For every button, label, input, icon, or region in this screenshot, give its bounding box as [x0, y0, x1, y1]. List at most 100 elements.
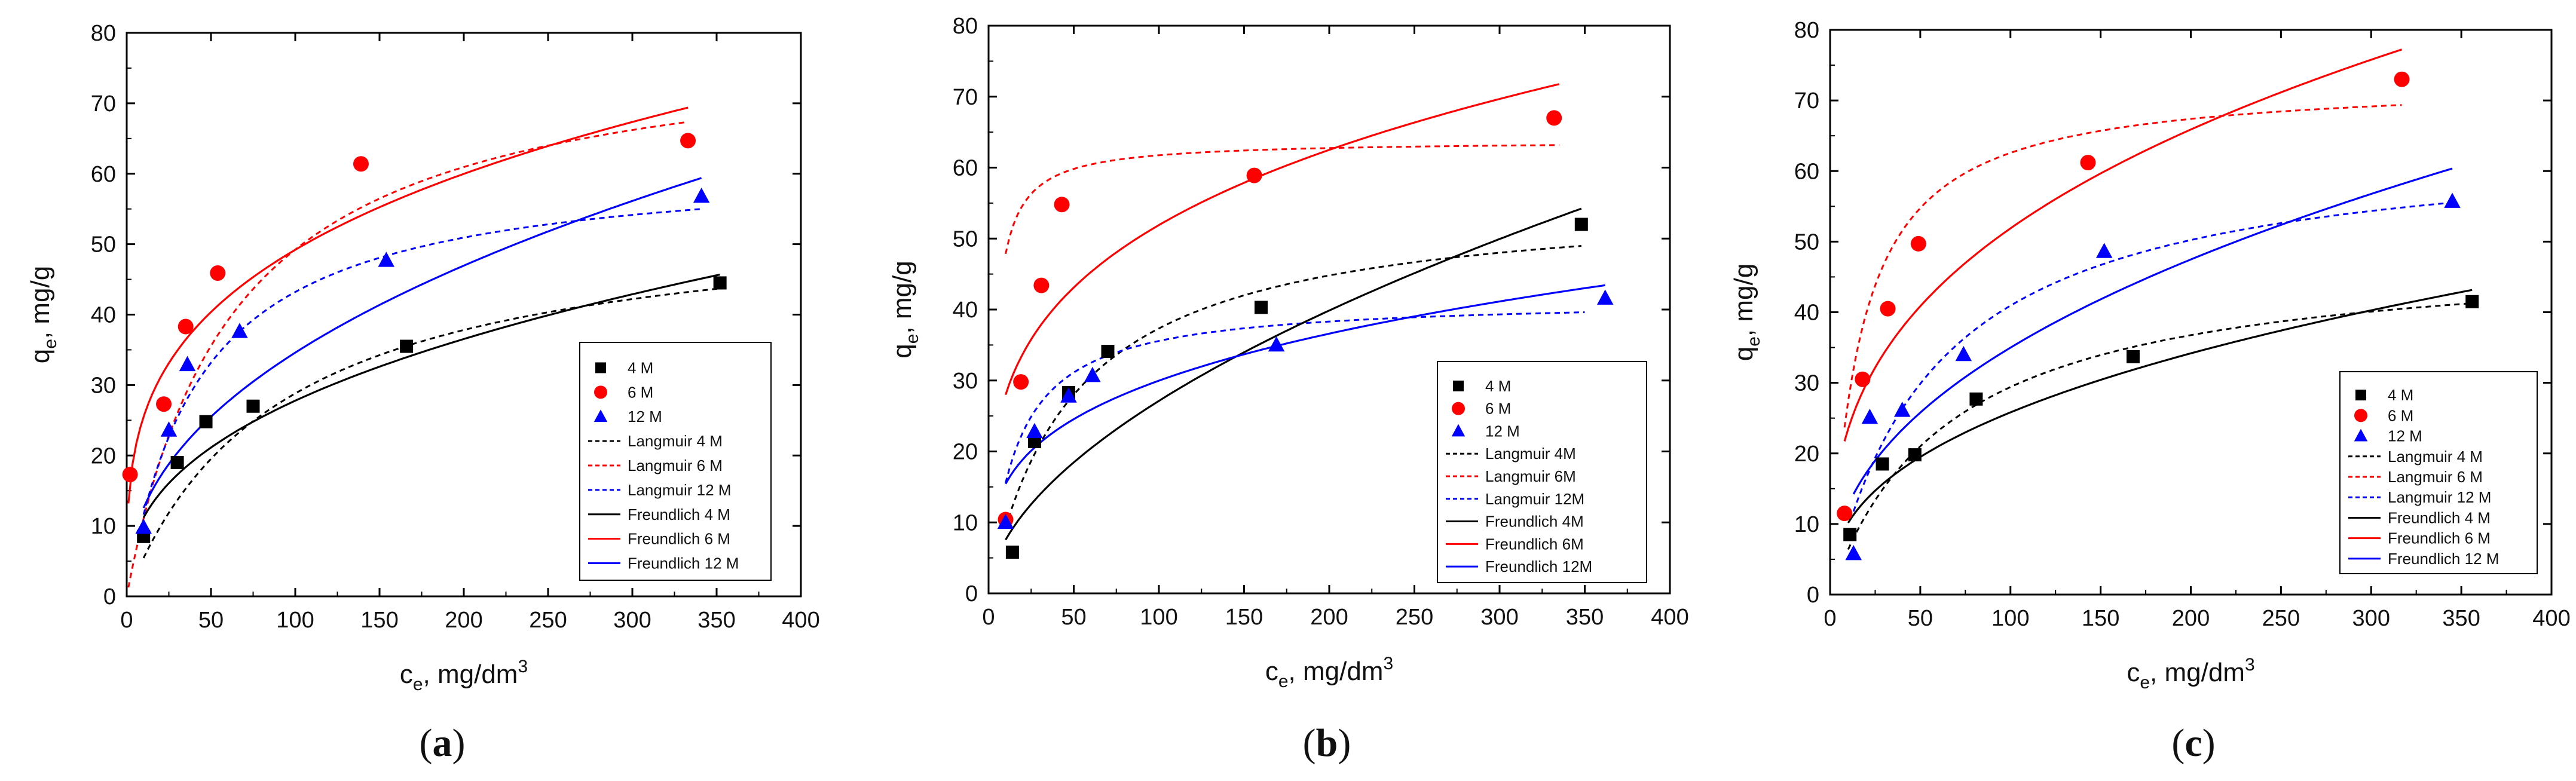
y-tick-label: 40: [1794, 301, 1819, 326]
x-tick-label: 350: [697, 608, 735, 633]
panel-letter: c: [2185, 721, 2202, 765]
data-point-4-m: [1969, 392, 1983, 406]
panel-letter: b: [1316, 721, 1338, 765]
x-tick-label: 400: [782, 608, 819, 633]
x-tick-label: 400: [1651, 605, 1688, 630]
legend-marker: [2354, 428, 2368, 442]
data-point-12-m: [179, 356, 196, 372]
data-point-6-m: [1546, 110, 1562, 126]
data-point-12-m: [135, 518, 152, 534]
legend-label: Langmuir 12 M: [2388, 488, 2491, 506]
chart-panel-a: 0 50 100 150 200 250 300 350 400 0 10 20 30 40 50 60 70 8…: [26, 21, 820, 765]
fit-curve-freundlich-6-m: [127, 106, 689, 504]
y-tick-label: 10: [953, 510, 978, 535]
legend-label: 12 M: [628, 408, 662, 425]
y-tick-label: 50: [1794, 229, 1819, 255]
data-point-12-m: [1268, 336, 1285, 352]
panel-label: (a): [420, 721, 466, 765]
legend-marker: [1453, 380, 1464, 391]
y-tick-label: 10: [1794, 512, 1819, 537]
data-point-6-m: [680, 133, 696, 149]
x-title-sub: e: [1278, 672, 1289, 691]
data-point-4-m: [246, 399, 260, 413]
legend-label: Freundlich 4 M: [628, 506, 730, 523]
data-point-12-m: [1060, 387, 1077, 403]
data-point-12-m: [160, 421, 178, 437]
y-tick-label: 80: [953, 14, 978, 39]
y-tick-label: 80: [91, 21, 116, 46]
x-tick-label: 100: [1140, 605, 1177, 630]
legend-marker: [2354, 409, 2367, 422]
x-tick-label: 50: [198, 608, 224, 633]
legend-label: Freundlich 6 M: [2388, 529, 2491, 547]
x-axis-title: ce, mg/dm3: [400, 657, 528, 694]
data-point-12-m: [1955, 345, 1972, 362]
fit-curve-freundlich-6-m: [1843, 48, 2403, 442]
panel-label: (b): [1303, 721, 1351, 765]
x-title-main: c: [2127, 658, 2140, 687]
legend-label: Langmuir 4 M: [628, 432, 723, 450]
data-point-4-m: [2126, 350, 2140, 363]
fit-curve-freundlich-6m: [1004, 83, 1560, 396]
data-point-6-m: [1054, 197, 1070, 213]
legend-label: Langmuir 4M: [1485, 445, 1576, 463]
y-tick-label: 50: [91, 232, 116, 258]
x-tick-label: 100: [1991, 606, 2029, 631]
x-tick-label: 50: [1908, 606, 1933, 631]
data-point-4-m: [1101, 345, 1115, 359]
x-tick-label: 0: [982, 605, 995, 630]
legend-label: 4 M: [2388, 386, 2413, 404]
data-point-4-m: [713, 276, 727, 290]
legend-label: Langmuir 6M: [1485, 467, 1576, 485]
data-point-4-m: [1255, 301, 1268, 314]
fit-curve-freundlich-12m: [1005, 284, 1605, 485]
y-tick-label: 60: [953, 156, 978, 181]
data-point-12-m: [378, 252, 395, 267]
fit-curve-freundlich-12-m: [142, 177, 702, 509]
data-point-6-m: [178, 318, 194, 335]
x-title-main: c: [1265, 657, 1278, 686]
data-point-6-m: [353, 156, 369, 172]
y-title-main: q: [26, 349, 55, 363]
legend-frame: [579, 342, 772, 581]
data-point-4-m: [1843, 528, 1857, 541]
data-point-6-m: [1837, 506, 1853, 522]
y-title-sub: e: [41, 339, 60, 349]
y-tick-label: 40: [953, 298, 978, 323]
x-tick-label: 200: [2172, 606, 2210, 631]
data-point-12-m: [1861, 408, 1879, 424]
x-tick-label: 300: [2352, 606, 2390, 631]
x-title-sup: 3: [1383, 654, 1393, 673]
y-tick-label: 70: [91, 91, 116, 117]
fit-curve-langmuir-4-m: [142, 287, 720, 559]
chart-panel-c: 0 50 100 150 200 250 300 350 400 0 10 20 30 40 50 60 70 8…: [1729, 18, 2571, 765]
x-title-unit: , mg/dm: [1289, 657, 1384, 686]
data-point-12-m: [231, 323, 248, 338]
fit-curve-freundlich-4-m: [142, 273, 720, 519]
legend: 4 M 6 M 12 M Langmuir 4 M Langmuir 6 M Langmu…: [579, 342, 772, 581]
chart-panel-b: 0 50 100 150 200 250 300 350 400 0 10 20 30 40 50 60 70 8…: [888, 14, 1689, 765]
data-point-6-m: [1880, 301, 1896, 317]
legend-label: Freundlich 4M: [1485, 513, 1584, 531]
y-tick-label: 30: [953, 369, 978, 394]
y-tick-label: 50: [953, 226, 978, 252]
data-point-4-m: [199, 415, 213, 428]
legend-marker: [1451, 424, 1466, 437]
x-tick-label: 150: [360, 608, 398, 633]
legend-label: Langmuir 12 M: [628, 481, 731, 499]
data-point-6-m: [1246, 167, 1262, 183]
data-point-6-m: [1013, 374, 1029, 390]
x-tick-label: 300: [1480, 605, 1518, 630]
y-tick-label: 30: [1794, 371, 1819, 396]
data-point-4-m: [1005, 546, 1019, 559]
legend-marker: [2355, 390, 2366, 401]
y-tick-label: 80: [1794, 18, 1819, 43]
legend-frame: [2339, 371, 2538, 574]
x-title-unit: , mg/dm: [423, 660, 518, 689]
legend-label: Freundlich 12M: [1485, 558, 1592, 575]
y-tick-label: 60: [1794, 159, 1819, 184]
y-title-main: q: [1729, 347, 1758, 361]
x-tick-label: 300: [613, 608, 651, 633]
x-tick-label: 150: [1225, 605, 1263, 630]
y-title-main: q: [888, 344, 917, 358]
